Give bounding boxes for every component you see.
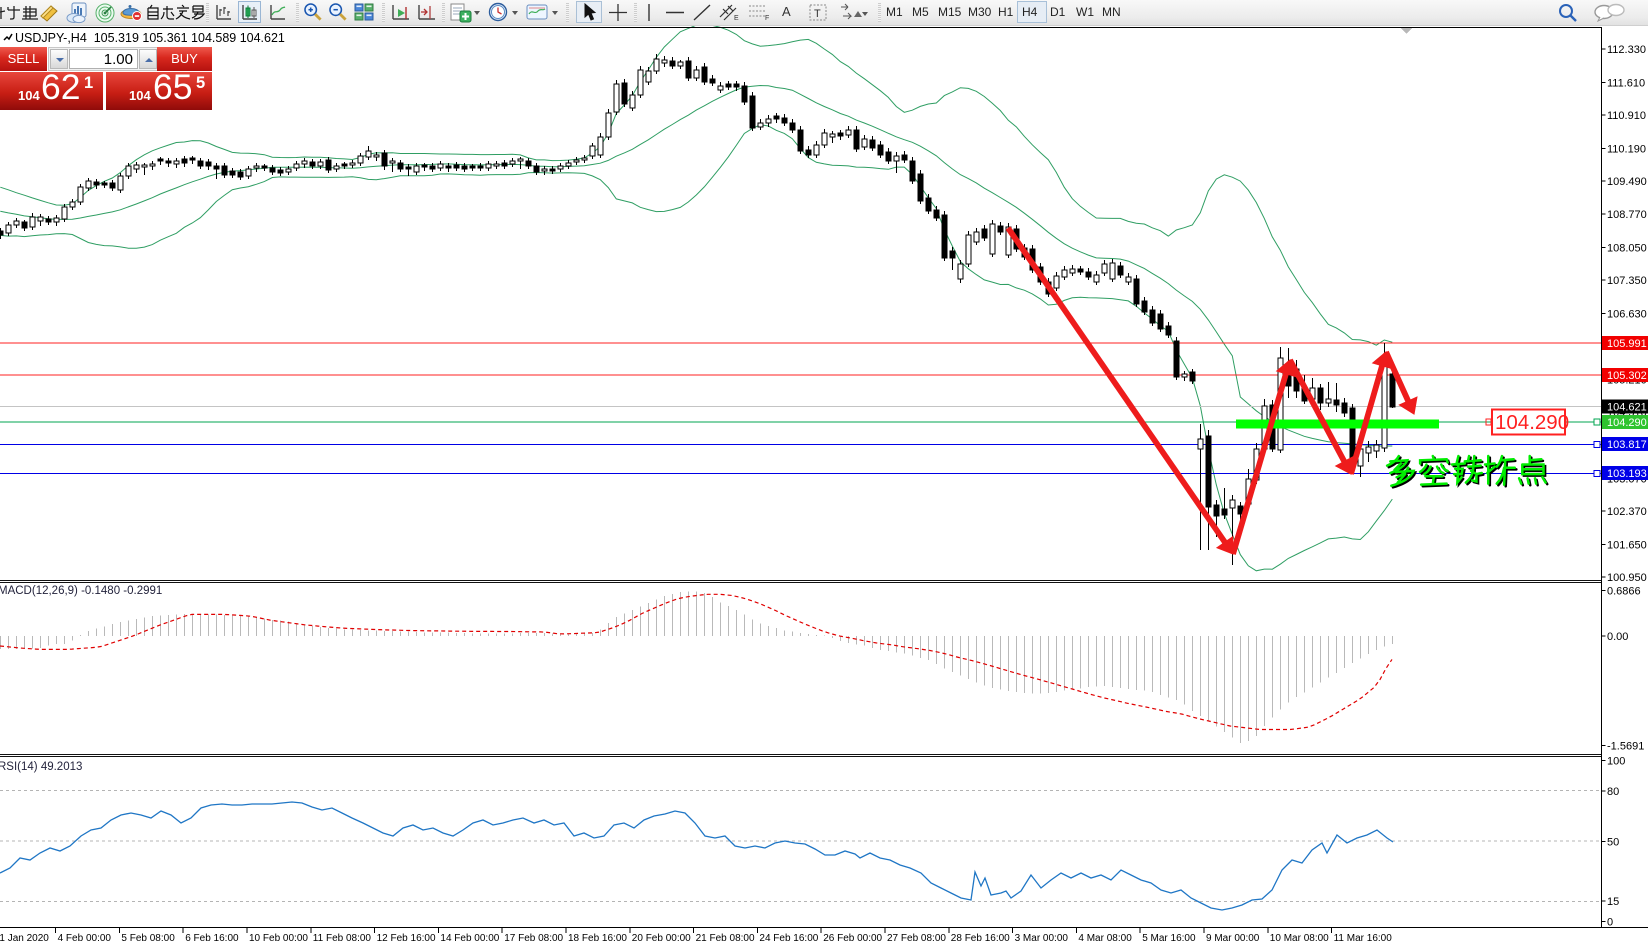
- svg-text:21 Feb 08:00: 21 Feb 08:00: [696, 933, 755, 944]
- svg-text:110.190: 110.190: [1607, 143, 1646, 155]
- svg-text:20 Feb 00:00: 20 Feb 00:00: [632, 933, 691, 944]
- svg-text:0.6866: 0.6866: [1607, 586, 1641, 598]
- svg-text:11 Feb 08:00: 11 Feb 08:00: [313, 933, 372, 944]
- svg-text:26 Feb 00:00: 26 Feb 00:00: [823, 933, 882, 944]
- svg-text:103.193: 103.193: [1607, 468, 1647, 480]
- svg-text:80: 80: [1607, 786, 1619, 798]
- svg-text:6 Feb 16:00: 6 Feb 16:00: [185, 933, 239, 944]
- svg-text:105.302: 105.302: [1607, 370, 1647, 382]
- svg-text:100.950: 100.950: [1607, 572, 1647, 584]
- svg-text:104.290: 104.290: [1607, 417, 1647, 429]
- svg-text:103.817: 103.817: [1607, 439, 1647, 451]
- svg-text:102.370: 102.370: [1607, 506, 1647, 518]
- svg-text:109.490: 109.490: [1607, 176, 1647, 188]
- svg-text:107.350: 107.350: [1607, 275, 1647, 287]
- svg-text:-1.5691: -1.5691: [1607, 741, 1644, 753]
- svg-text:50: 50: [1607, 837, 1619, 849]
- svg-text:3 Mar 00:00: 3 Mar 00:00: [1015, 933, 1069, 944]
- svg-text:RSI(14) 49.2013: RSI(14) 49.2013: [0, 761, 82, 773]
- svg-text:18 Feb 16:00: 18 Feb 16:00: [568, 933, 627, 944]
- svg-text:28 Feb 16:00: 28 Feb 16:00: [951, 933, 1010, 944]
- svg-text:E: E: [734, 15, 739, 22]
- svg-text:108.050: 108.050: [1607, 243, 1647, 255]
- svg-text:106.630: 106.630: [1607, 309, 1647, 321]
- svg-text:104.621: 104.621: [1607, 402, 1647, 414]
- svg-text:108.770: 108.770: [1607, 209, 1647, 221]
- svg-text:5 Mar 16:00: 5 Mar 16:00: [1142, 933, 1196, 944]
- svg-text:104.290: 104.290: [1495, 411, 1569, 434]
- svg-text:MACD(12,26,9) -0.1480 -0.2991: MACD(12,26,9) -0.1480 -0.2991: [0, 585, 162, 597]
- svg-text:15: 15: [1607, 896, 1619, 908]
- svg-text:11 Mar 16:00: 11 Mar 16:00: [1334, 933, 1393, 944]
- svg-text:24 Feb 16:00: 24 Feb 16:00: [759, 933, 818, 944]
- svg-text:112.330: 112.330: [1607, 44, 1646, 56]
- svg-text:10 Feb 00:00: 10 Feb 00:00: [249, 933, 308, 944]
- svg-text:105.991: 105.991: [1607, 338, 1647, 350]
- svg-text:101.650: 101.650: [1607, 540, 1647, 552]
- svg-text:110.910: 110.910: [1607, 110, 1646, 122]
- svg-text:4 Mar 08:00: 4 Mar 08:00: [1078, 933, 1132, 944]
- svg-text:F: F: [765, 15, 769, 22]
- svg-text:5 Feb 08:00: 5 Feb 08:00: [121, 933, 175, 944]
- svg-text:9 Mar 00:00: 9 Mar 00:00: [1206, 933, 1260, 944]
- svg-text:4 Feb 00:00: 4 Feb 00:00: [58, 933, 112, 944]
- svg-text:17 Feb 08:00: 17 Feb 08:00: [504, 933, 563, 944]
- svg-text:100: 100: [1607, 756, 1625, 768]
- svg-text:0.00: 0.00: [1607, 631, 1628, 643]
- svg-text:10 Mar 08:00: 10 Mar 08:00: [1270, 933, 1329, 944]
- svg-text:111.610: 111.610: [1607, 77, 1645, 89]
- svg-text:12 Feb 16:00: 12 Feb 16:00: [377, 933, 436, 944]
- svg-text:27 Feb 08:00: 27 Feb 08:00: [887, 933, 946, 944]
- svg-text:14 Feb 00:00: 14 Feb 00:00: [440, 933, 499, 944]
- svg-text:31 Jan 2020: 31 Jan 2020: [0, 933, 49, 944]
- svg-text:T: T: [814, 8, 821, 20]
- svg-text:0: 0: [1607, 917, 1613, 929]
